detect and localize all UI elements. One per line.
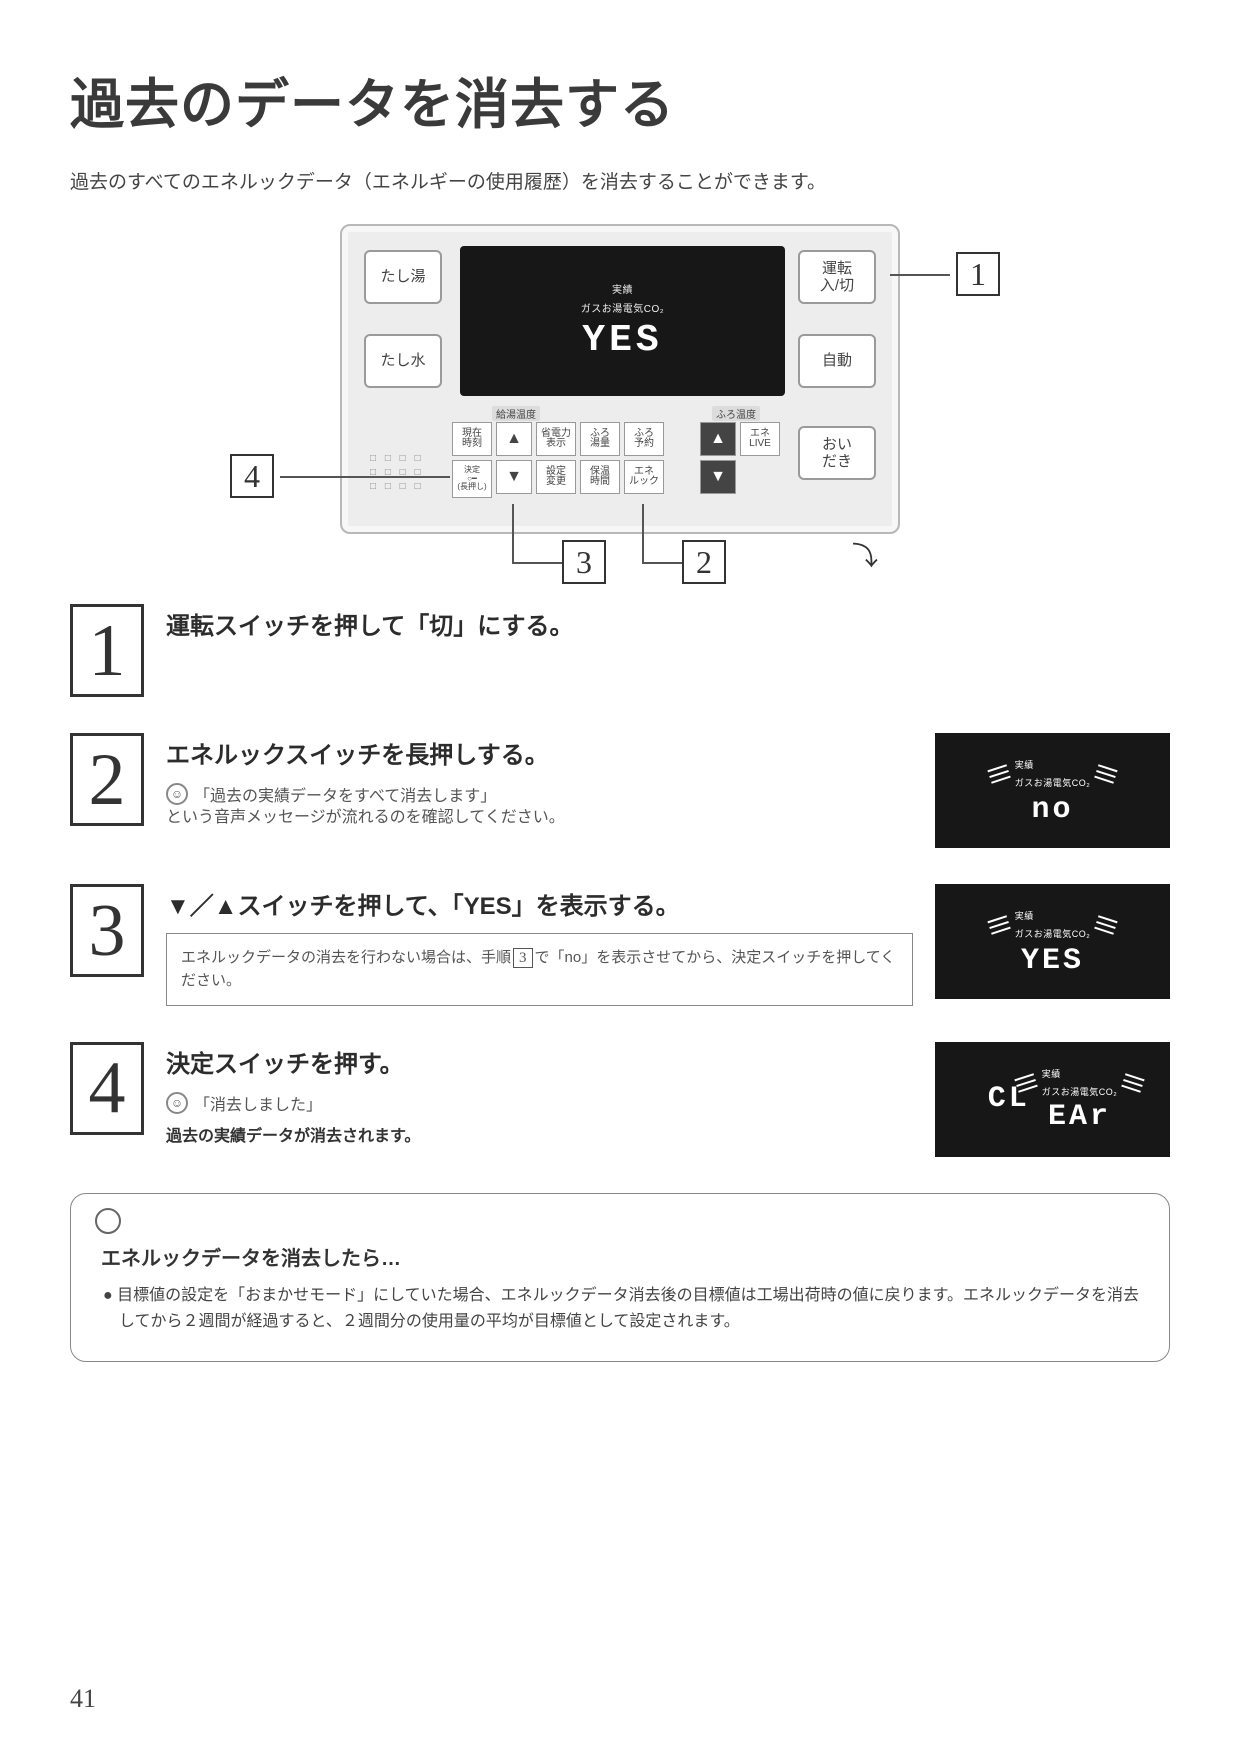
callout-1: 1: [956, 252, 1000, 296]
eco-display-button[interactable]: 省電力 表示: [536, 422, 576, 456]
step-title: 運転スイッチを押して「切」にする。: [166, 606, 1170, 641]
page-number: 41: [70, 1684, 96, 1714]
keepwarm-button[interactable]: 保温 時間: [580, 460, 620, 494]
info-body: 目標値の設定を「おまかせモード」にしていた場合、エネルックデータ消去後の目標値は…: [99, 1283, 1141, 1336]
oidaki-button[interactable]: おい だき: [798, 426, 876, 480]
step-number: 3: [70, 884, 144, 977]
side-label-top: 実績: [1015, 760, 1034, 770]
info-frame: エネルックデータを消去したら… 目標値の設定を「おまかせモード」にしていた場合、…: [70, 1193, 1170, 1363]
side-lcd-4: CL 実績 ガスお湯電気CO₂ EAr: [935, 1042, 1170, 1157]
page-title: 過去のデータを消去する: [70, 60, 1170, 139]
step-title: エネルックスイッチを長押しする。: [166, 735, 913, 770]
voice-text: 「消去しました」: [194, 1091, 322, 1115]
panel-figure: たし湯 たし水 実績 ガスお湯電気CO₂ YES 運転 入/切 自動 おい だき…: [270, 224, 970, 534]
intro-text: 過去のすべてのエネルックデータ（エネルギーの使用履歴）を消去することができます。: [70, 167, 1170, 194]
temp-down-button[interactable]: ▼: [496, 460, 532, 494]
remote-panel: たし湯 たし水 実績 ガスお湯電気CO₂ YES 運転 入/切 自動 おい だき…: [340, 224, 900, 534]
settings-button[interactable]: 設定 変更: [536, 460, 576, 494]
callout-4: 4: [230, 454, 274, 498]
step-3: 3 ▼／▲スイッチを押して、「YES」を表示する。 エネルックデータの消去を行わ…: [70, 884, 1170, 1006]
voice-text: 「過去の実績データをすべて消去します」: [194, 782, 496, 806]
step-title: 決定スイッチを押す。: [166, 1044, 913, 1079]
step-1: 1 運転スイッチを押して「切」にする。: [70, 604, 1170, 697]
callout-line: [642, 504, 644, 562]
side-lcd-3: 実績 ガスお湯電気CO₂ YES: [935, 884, 1170, 999]
inline-step-ref: 3: [513, 948, 533, 968]
note-box: エネルックデータの消去を行わない場合は、手順3で「no」を表示させてから、決定ス…: [166, 933, 913, 1006]
side-text-right: EAr: [1048, 1100, 1111, 1134]
step-number: 4: [70, 1042, 144, 1135]
step-2: 2 エネルックスイッチを長押しする。 ☺ 「過去の実績データをすべて消去します」…: [70, 733, 1170, 848]
tashiyu-button[interactable]: たし湯: [364, 250, 442, 304]
enelook-button[interactable]: エネ ルック: [624, 460, 664, 494]
callout-line: [512, 562, 562, 564]
side-label-top: 実績: [1042, 1069, 1061, 1079]
lcd-display: 実績 ガスお湯電気CO₂ YES: [460, 246, 785, 396]
down-arrow-icon: ⤵: [852, 536, 878, 573]
temp-up-button[interactable]: ▲: [496, 422, 532, 456]
bath-volume-button[interactable]: ふろ 湯量: [580, 422, 620, 456]
step-4: 4 決定スイッチを押す。 ☺ 「消去しました」 過去の実績データが消去されます。…: [70, 1042, 1170, 1157]
sub-right-label: ふろ温度: [712, 406, 760, 421]
speaker-dots: □ □ □ □□ □ □ □□ □ □ □: [370, 452, 424, 494]
side-lcd-2: 実績 ガスお湯電気CO₂ no: [935, 733, 1170, 848]
lcd-label-sub: ガスお湯電気CO₂: [581, 300, 664, 315]
info-icon: [95, 1208, 121, 1234]
bath-reserve-button[interactable]: ふろ 予約: [624, 422, 664, 456]
bath-up-button[interactable]: ▲: [700, 422, 736, 456]
callout-3: 3: [562, 540, 606, 584]
callout-line: [512, 504, 514, 562]
callout-line: [280, 476, 450, 478]
step-title: ▼／▲スイッチを押して、「YES」を表示する。: [166, 886, 913, 921]
auto-button[interactable]: 自動: [798, 334, 876, 388]
tashimizu-button[interactable]: たし水: [364, 334, 442, 388]
callout-2: 2: [682, 540, 726, 584]
bath-down-button[interactable]: ▼: [700, 460, 736, 494]
side-text-left: CL: [988, 1082, 1030, 1116]
step-desc: という音声メッセージが流れるのを確認してください。: [166, 806, 913, 831]
step-number: 1: [70, 604, 144, 697]
sub-left-label: 給湯温度: [492, 406, 540, 421]
lcd-value: YES: [582, 319, 662, 362]
time-button[interactable]: 現在 時刻: [452, 422, 492, 456]
callout-line: [642, 562, 682, 564]
side-label-sub: ガスお湯電気CO₂: [1015, 929, 1091, 939]
info-heading: エネルックデータを消去したら…: [101, 1242, 1141, 1271]
side-text: no: [1031, 793, 1073, 827]
side-text: YES: [1021, 944, 1084, 978]
step-result: 過去の実績データが消去されます。: [166, 1125, 913, 1150]
ene-live-button[interactable]: エネ LIVE: [740, 422, 780, 456]
voice-icon: ☺: [166, 1092, 188, 1114]
callout-line: [890, 274, 950, 276]
side-label-sub: ガスお湯電気CO₂: [1042, 1087, 1118, 1097]
lcd-label-top: 実績: [612, 281, 633, 296]
voice-icon: ☺: [166, 783, 188, 805]
side-label-top: 実績: [1015, 911, 1034, 921]
decide-button[interactable]: 決定 ○━ (長押し): [452, 460, 492, 498]
side-label-sub: ガスお湯電気CO₂: [1015, 778, 1091, 788]
step-number: 2: [70, 733, 144, 826]
power-button[interactable]: 運転 入/切: [798, 250, 876, 304]
